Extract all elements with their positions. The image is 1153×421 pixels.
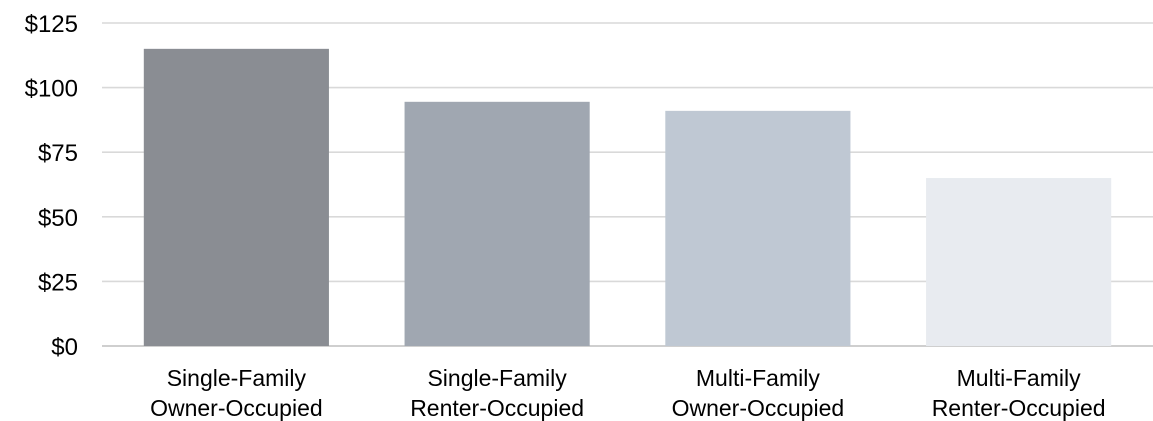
y-tick-label: $100 [25, 76, 78, 103]
x-category-label: Multi-Family Renter-Occupied [932, 365, 1106, 421]
y-tick-label: $75 [38, 140, 78, 167]
x-category-label: Single-Family Owner-Occupied [150, 365, 323, 421]
x-category-label: Single-Family Renter-Occupied [410, 365, 584, 421]
y-tick-label: $25 [38, 269, 78, 296]
y-tick-label: $125 [25, 11, 78, 38]
bar [404, 101, 590, 346]
y-tick-label: $50 [38, 205, 78, 232]
x-category-label: Multi-Family Owner-Occupied [672, 365, 845, 421]
x-axis-category-labels: Single-Family Owner-Occupied Single-Family… [150, 365, 1105, 421]
y-axis-tick-labels: $0 $25 $50 $75 $100 $125 [25, 11, 78, 361]
y-tick-label: $0 [51, 334, 78, 361]
bar [926, 178, 1112, 346]
bars [143, 48, 1112, 347]
bar [143, 48, 329, 347]
bar [665, 110, 851, 346]
